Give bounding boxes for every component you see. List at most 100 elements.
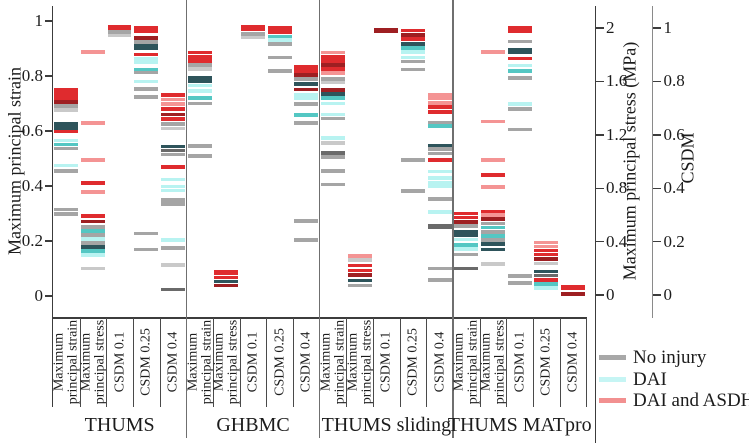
csdm-axis-tick-label: 0.6 [663,124,685,144]
injury-mark [481,234,505,239]
injury-mark [347,258,372,263]
injury-mark [427,181,452,185]
injury-mark [214,269,239,275]
injury-mark [80,214,105,219]
injury-mark [427,210,452,215]
csdm-axis-tick-label: 0 [663,285,673,304]
injury-mark [347,268,372,273]
legend-swatch [599,398,626,404]
column-label-divider [266,318,268,407]
injury-mark [80,233,105,237]
injury-mark [321,155,345,159]
column-label: Maximum principal strain [451,319,481,404]
injury-mark [401,33,425,37]
injury-mark [427,124,452,129]
csdm-axis-tick [653,134,662,136]
injury-mark [481,238,505,243]
injury-mark [534,248,559,253]
injury-mark [54,104,79,109]
injury-mark [294,92,319,97]
panel-label: THUMS MATpro [447,414,592,436]
injury-mark [160,152,185,157]
injury-mark [321,92,345,96]
injury-mark [427,169,452,174]
injury-mark [267,68,292,73]
injury-mark [401,158,425,162]
injury-mark [187,67,212,71]
injury-mark [401,37,425,41]
stress-axis-tick [596,134,604,136]
injury-mark [481,247,505,252]
column-label: CSDM 0.4 [565,331,581,392]
injury-mark [107,33,132,38]
injury-mark [321,112,345,117]
column-label-divider [399,318,401,407]
injury-mark [134,79,159,84]
strain-axis-tick-label: 0 [34,286,44,305]
injury-mark [187,63,212,67]
injury-mark [401,59,425,64]
column-label-divider [506,318,508,407]
injury-mark [427,197,452,201]
injury-mark [294,73,319,77]
injury-mark [80,249,105,253]
injury-mark [187,59,212,63]
injury-mark [321,67,345,71]
injury-mark [321,80,345,85]
injury-mark [454,215,479,220]
injury-mark [534,277,559,282]
injury-mark [507,25,532,33]
legend-label: No injury [633,347,707,369]
column-label: Maximum principal strain [318,319,348,404]
panel-separator [318,0,321,438]
column-label-divider [106,318,108,407]
legend-label: DAI and ASDH [633,390,749,412]
injury-mark [187,54,212,59]
column-label-divider [559,318,561,407]
strain-axis-tick [45,130,53,132]
column-label: CSDM 0.1 [111,331,127,392]
stress-axis-tick-label: 1.6 [606,71,628,91]
injury-mark [481,173,505,177]
injury-mark [321,50,345,55]
legend-swatch [599,376,626,382]
stress-axis-tick [596,294,604,296]
injury-mark [54,122,79,126]
injury-mark [427,143,452,148]
injury-mark [107,30,132,34]
injury-mark [187,101,212,106]
injury-mark [374,28,399,34]
injury-mark [427,96,452,101]
column-label-divider [293,318,295,407]
column-label-divider [373,318,375,407]
injury-mark [507,48,532,55]
injury-mark [507,273,532,278]
injury-mark [160,165,185,169]
injury-mark [54,129,79,134]
injury-mark [294,238,319,242]
strain-axis-tick [45,295,53,297]
injury-mark [534,282,559,286]
injury-mark [507,68,532,73]
injury-mark [294,82,319,86]
column-label: CSDM 0.25 [138,327,154,396]
injury-mark [427,100,452,105]
column-label: CSDM 0.25 [405,327,421,396]
injury-mark [454,219,479,224]
column-label: Maximum principal stress [345,319,374,404]
stress-axis-tick-label: 0 [606,285,615,304]
column-label: Maximum principal strain [51,319,81,404]
panel-label: GHBMC [216,414,290,436]
injury-mark [401,45,425,50]
injury-mark [534,286,559,290]
injury-mark [401,28,425,33]
injury-mark [481,210,505,215]
injury-mark [481,225,505,230]
csdm-axis-line [652,6,654,318]
injury-mark [347,263,372,268]
injury-mark [294,121,319,125]
injury-mark [507,127,532,132]
injury-mark [534,244,559,249]
injury-mark [347,283,372,288]
